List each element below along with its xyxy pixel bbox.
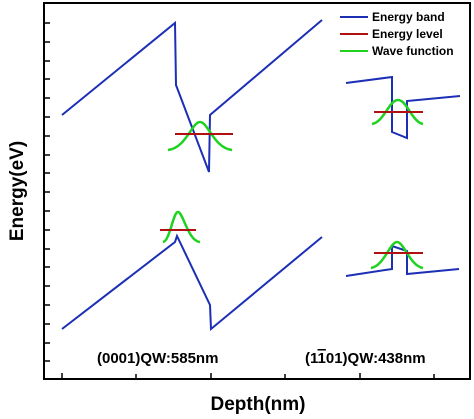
hole-wave-function	[162, 210, 201, 244]
legend: Energy band Energy level Wave function	[340, 10, 454, 58]
electron-wave-function	[371, 98, 424, 126]
left-panel-lower-band	[61, 210, 323, 332]
left-panel-upper-band	[61, 19, 323, 173]
legend-label-level: Energy level	[372, 27, 443, 41]
legend-label-wave: Wave function	[372, 44, 454, 58]
caption-prefix: (1	[305, 350, 318, 367]
conduction-band-line	[345, 75, 461, 140]
right-panel-caption: (1101)QW:438nm	[305, 350, 426, 367]
valence-band-line	[345, 244, 460, 277]
x-axis-ticks	[61, 373, 435, 379]
x-axis-label: Depth(nm)	[211, 394, 306, 415]
right-panel-upper-band	[345, 75, 461, 140]
left-panel-caption: (0001)QW:585nm	[97, 350, 218, 367]
plot-frame	[43, 2, 471, 380]
y-axis-label: Energy(eV)	[7, 141, 28, 241]
conduction-band-line	[61, 19, 323, 173]
valence-band-line	[61, 233, 323, 332]
legend-label-band: Energy band	[372, 10, 445, 24]
hole-wave-function	[370, 240, 424, 270]
electron-wave-function	[167, 120, 233, 152]
right-panel-lower-band	[345, 240, 460, 277]
caption-suffix: 01)QW:438nm	[326, 350, 426, 367]
y-axis-ticks	[44, 22, 50, 362]
caption-overbar-digit: 1	[318, 350, 326, 367]
